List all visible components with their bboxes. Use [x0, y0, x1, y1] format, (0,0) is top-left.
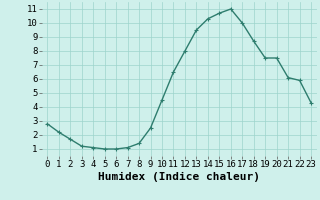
X-axis label: Humidex (Indice chaleur): Humidex (Indice chaleur) — [98, 172, 260, 182]
